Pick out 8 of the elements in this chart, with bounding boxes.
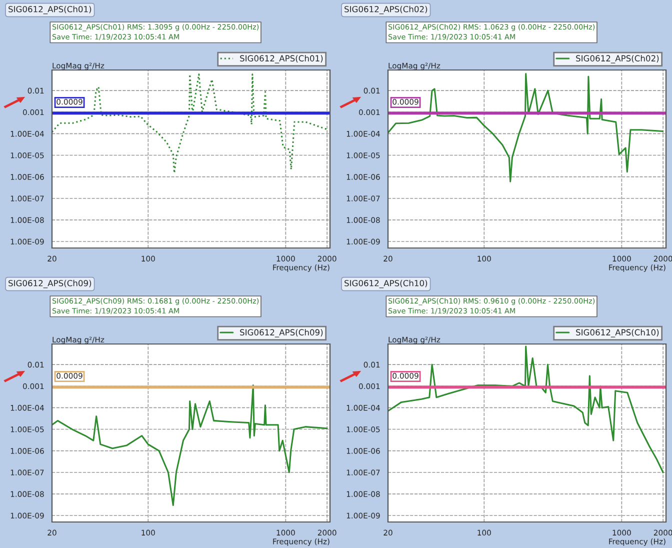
legend-label: SIG0612_APS(Ch01) [240,55,323,64]
chart-title: SIG0612_APS(Ch02) [344,6,428,14]
chart-title: SIG0612_APS(Ch01) [8,6,92,14]
legend-label: SIG0612_APS(Ch09) [240,329,323,338]
legend-label: SIG0612_APS(Ch02) [576,55,659,64]
legend-label: SIG0612_APS(Ch10) [576,329,659,338]
chart-title: SIG0612_APS(Ch09) [8,280,92,288]
chart-title: SIG0612_APS(Ch10) [344,280,428,288]
